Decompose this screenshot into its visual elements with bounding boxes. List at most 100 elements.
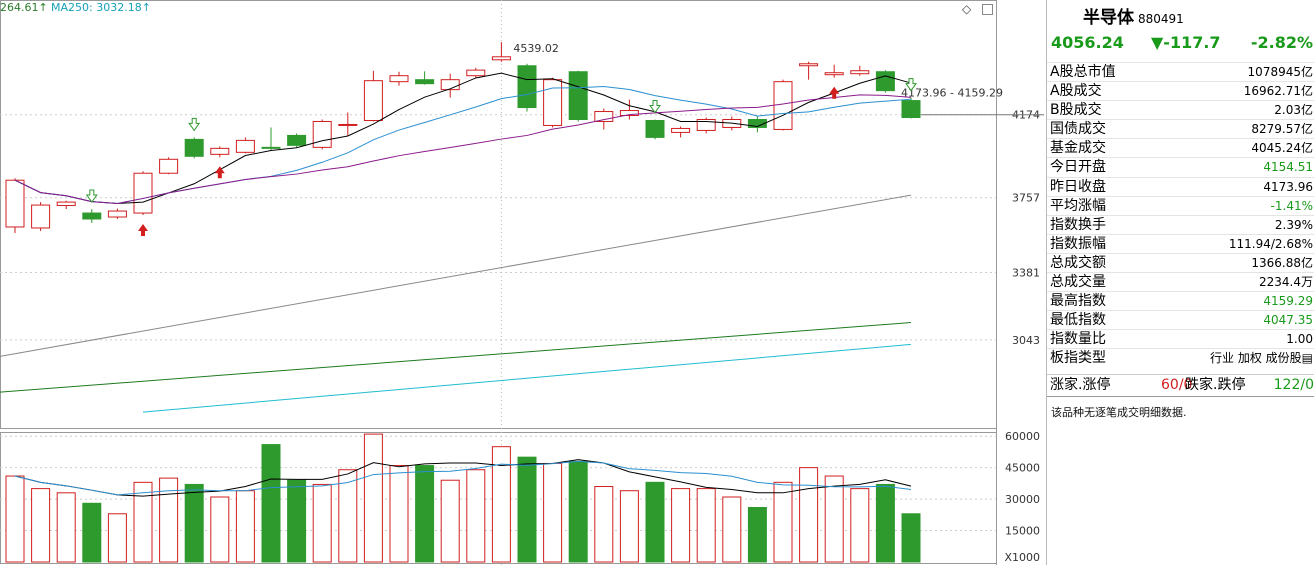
ma-label-a: 264.61↑ [0,1,48,14]
info-value: 16962.71亿 [1243,84,1313,99]
volume-tick-label: 60000 [1005,430,1040,443]
candle-body [363,80,383,121]
info-row: 最低指数 4047.35 [1047,310,1314,329]
info-row: 国债成交 8279.57亿 [1047,119,1314,138]
info-row: 总成交量 2234.4万 [1047,272,1314,291]
volume-bar [82,502,102,563]
candle-body [696,118,716,131]
info-label: A股成交 [1050,83,1102,100]
info-value[interactable]: 行业 加权 成份股▤ [1210,351,1313,366]
candle-body [543,79,563,126]
info-label: 平均涨幅 [1050,197,1106,214]
price-pane-frame [0,0,997,429]
last-range-annotation: 4173.96 - 4159.29 [901,87,1003,100]
volume-bar [235,490,255,563]
info-value: 4159.29 [1263,294,1313,309]
candle-body [517,65,537,109]
info-label: 最低指数 [1050,312,1106,329]
info-row: 指数量比 1.00 [1047,329,1314,348]
info-row: A股总市值 1078945亿 [1047,62,1314,81]
volume-bar [466,469,486,563]
candle-body [107,210,127,218]
info-row: 指数振幅 111.94/2.68% [1047,233,1314,253]
candle-body [210,147,230,155]
volume-bar [107,513,127,563]
price-change: ▼-117.7 [1151,33,1221,52]
volume-bar [517,456,537,563]
volume-bar [773,481,793,563]
buy-signal-icon [829,86,840,99]
volume-bar [543,462,563,563]
candle-body [159,158,179,174]
candle-body [824,72,844,76]
volume-bar [133,481,153,563]
volume-bar [210,496,230,563]
volume-bar [747,506,767,563]
volume-bar [645,481,665,563]
price-tick-label: 3043 [1012,334,1040,347]
volume-unit-label: X1000 [1004,551,1040,564]
candle-body [56,201,76,206]
price-tick-label: 3757 [1012,192,1040,205]
volume-bar [5,475,25,563]
high-annotation: 4539.02 [513,42,559,55]
index-code: 880491 [1138,12,1184,26]
info-value: 2234.4万 [1259,275,1313,290]
info-label: 指数量比 [1050,331,1106,348]
maximize-icon[interactable] [982,4,993,15]
volume-bar [184,483,204,563]
volume-bar [594,486,614,563]
volume-bar [159,477,179,563]
volume-bar [287,479,307,563]
info-value: -1.41% [1270,198,1313,213]
volume-ma10-line [14,460,912,496]
candle-body [619,110,639,117]
info-label: 今日开盘 [1050,159,1106,176]
diamond-icon[interactable]: ◇ [962,2,972,16]
divider [1047,396,1314,397]
info-row: 平均涨幅 -1.41% [1047,195,1314,215]
info-label: 总成交量 [1050,274,1106,291]
info-value: 1.00 [1286,332,1313,347]
info-value: 2.03亿 [1274,103,1313,118]
info-label: 昨日收盘 [1050,178,1106,195]
volume-bar [363,433,383,563]
candle-body [491,56,511,61]
volume-bar [440,479,460,563]
candle-body [5,179,25,228]
ma250-line [142,343,912,413]
up-count-value: 60/0 [1161,377,1193,393]
candle-body [773,81,793,130]
ma60-line [0,194,912,357]
info-value: 1078945亿 [1247,65,1313,79]
volume-tick-label: 15000 [1005,525,1040,538]
info-row: 基金成交 4045.24亿 [1047,138,1314,157]
volume-bar [850,488,870,563]
volume-tick-label: 30000 [1005,493,1040,506]
info-value: 8279.57亿 [1251,122,1313,137]
price-change-percent: -2.82% [1250,33,1313,52]
candle-body [287,134,307,146]
ma20-line [14,94,912,204]
candle-body [901,100,921,119]
kline-chart[interactable]: 417437573381304360000450003000015000X100… [0,0,1046,565]
candle-body [415,79,435,85]
quote-panel: 半导体 880491 4056.24 ▼-117.7 -2.82% A股总市值 10… [1046,0,1314,565]
volume-bar [799,467,819,563]
ma120-line [0,322,912,393]
volume-bar [261,444,281,563]
volume-bar [312,483,332,563]
down-count-value: 122/0 [1273,377,1314,393]
volume-bar [671,488,691,563]
kline-chart-area[interactable]: 4174 3757 3381 3043 60000 45000 30000 15000 X100… [0,0,1046,565]
candle-body [184,138,204,157]
info-label: B股成交 [1050,102,1102,119]
info-row: 板指类型 行业 加权 成份股▤ [1047,348,1314,367]
ma-label-ma250: MA250: 3032.18↑ [51,1,151,14]
candle-body [235,139,255,153]
info-label: 板指类型 [1050,350,1106,367]
candle-body [594,111,614,122]
candle-body [338,123,358,126]
volume-bar [696,488,716,563]
volume-tick-label: 45000 [1005,462,1040,475]
